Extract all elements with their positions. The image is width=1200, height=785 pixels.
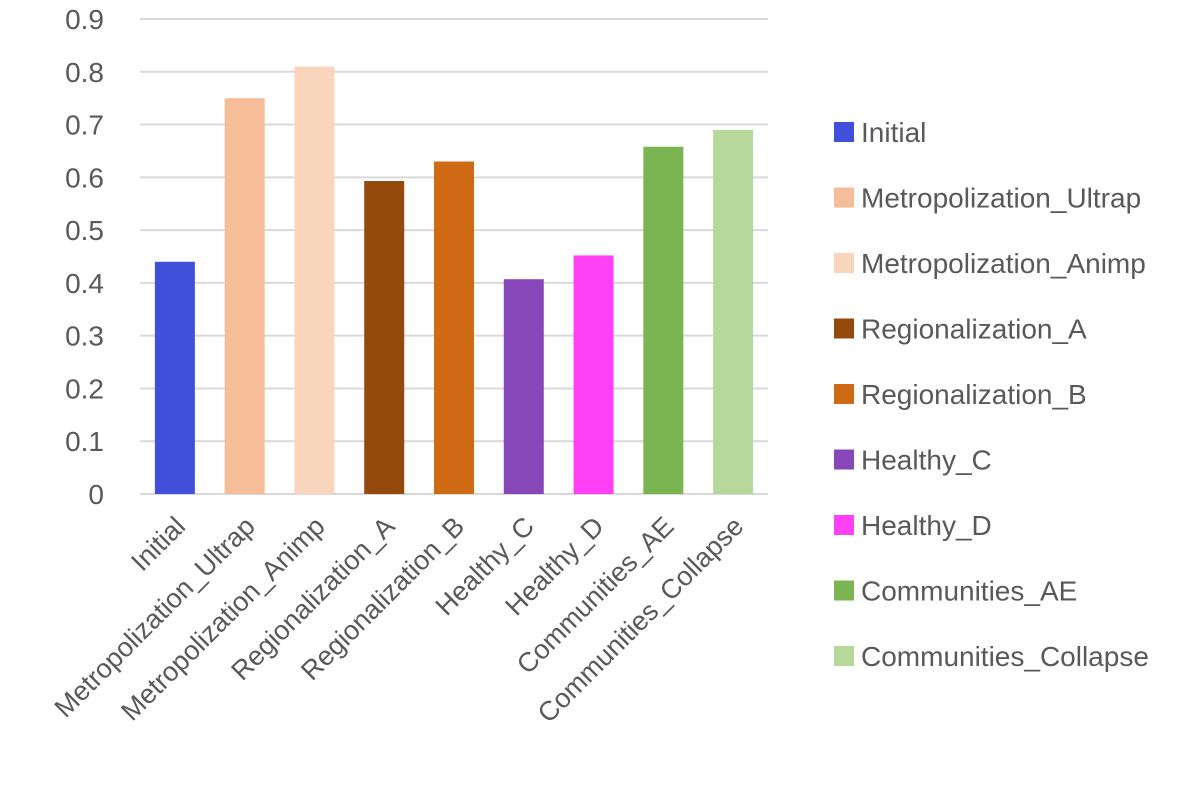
legend-item: Healthy_D <box>834 510 992 541</box>
legend-swatch <box>834 449 854 470</box>
bars <box>154 66 754 495</box>
y-tick-label: 0.7 <box>65 110 104 141</box>
y-axis-ticks: 0 0.1 0.2 0.3 0.4 0.5 0.6 0.7 0.8 0.9 <box>65 4 104 510</box>
legend-label: Healthy_D <box>861 510 992 541</box>
legend-item: Regionalization_B <box>834 379 1087 410</box>
y-tick-label: 0.8 <box>65 57 104 88</box>
y-tick-label: 0.4 <box>65 268 104 299</box>
legend: Initial Metropolization_Ultrap Metropoliza… <box>834 117 1149 672</box>
legend-label: Metropolization_Ultrap <box>861 183 1141 214</box>
legend-swatch <box>834 187 854 208</box>
legend-swatch <box>834 253 854 273</box>
legend-label: Healthy_C <box>861 445 992 476</box>
y-tick-label: 0.1 <box>65 426 104 457</box>
y-tick-label: 0.2 <box>65 373 104 404</box>
legend-label: Communities_Collapse <box>861 641 1149 672</box>
legend-label: Regionalization_A <box>861 314 1087 345</box>
legend-swatch <box>834 580 854 601</box>
x-axis-labels: InitialMetropolization_UltrapMetropoliza… <box>49 511 750 729</box>
y-tick-label: 0.9 <box>65 4 104 35</box>
legend-item: Regionalization_A <box>834 314 1087 345</box>
bar-metropolization-ultrap <box>224 98 265 495</box>
legend-swatch <box>834 318 854 339</box>
legend-item: Metropolization_Ultrap <box>834 183 1141 214</box>
bar-initial <box>154 261 195 494</box>
x-tick-label: Initial <box>125 511 191 577</box>
legend-swatch <box>834 122 854 142</box>
legend-label: Metropolization_Animp <box>861 248 1146 279</box>
legend-swatch <box>834 646 854 666</box>
bar-regionalization-a <box>364 181 405 494</box>
bar-communities-collapse <box>713 129 754 495</box>
y-tick-label: 0.5 <box>65 215 104 246</box>
bar-healthy-d <box>573 255 614 494</box>
legend-label: Initial <box>861 117 926 148</box>
legend-item: Metropolization_Animp <box>834 248 1146 279</box>
legend-item: Healthy_C <box>834 445 992 476</box>
bar-regionalization-b <box>434 161 474 494</box>
legend-label: Regionalization_B <box>861 379 1087 410</box>
y-tick-label: 0 <box>88 479 104 510</box>
legend-item: Initial <box>834 117 926 148</box>
bar-healthy-c <box>503 279 544 494</box>
legend-label: Communities_AE <box>861 576 1077 607</box>
y-tick-label: 0.3 <box>65 321 104 352</box>
bar-metropolization-animp <box>294 66 335 494</box>
legend-swatch <box>834 384 854 404</box>
legend-item: Communities_Collapse <box>834 641 1149 672</box>
legend-swatch <box>834 515 854 535</box>
bar-communities-ae <box>643 146 684 494</box>
legend-item: Communities_AE <box>834 576 1077 607</box>
y-tick-label: 0.6 <box>65 162 104 193</box>
